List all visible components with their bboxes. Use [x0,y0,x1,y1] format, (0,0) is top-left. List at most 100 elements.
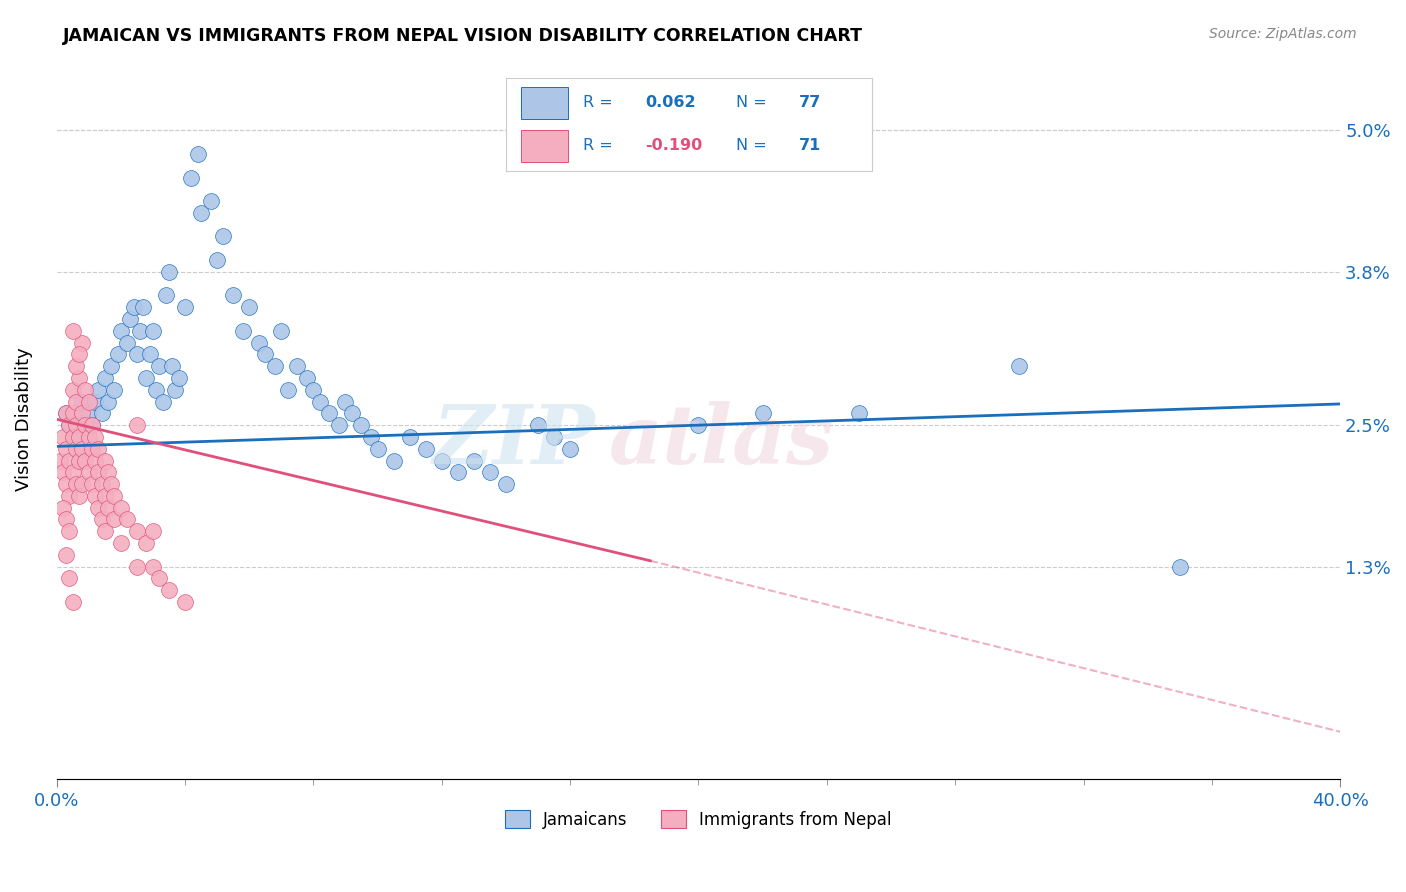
Point [100,359,122,374]
Point [55,477,77,491]
Point [62,383,84,397]
Point [65,477,87,491]
Point [58,418,80,433]
Point [367,442,389,456]
Point [187,147,209,161]
Point [75,453,97,467]
Point [174,595,197,609]
Point [848,406,870,420]
Point [72,442,94,456]
Point [90,406,112,420]
Point [55,442,77,456]
Point [138,347,160,361]
Point [75,383,97,397]
Point [103,512,125,526]
Point [87,442,110,456]
Point [125,524,148,539]
Point [302,383,325,397]
Point [52,430,75,444]
Text: Source: ZipAtlas.com: Source: ZipAtlas.com [1209,27,1357,41]
Point [94,453,117,467]
Point [77,406,100,420]
Point [77,394,100,409]
Point [55,406,77,420]
Point [110,536,132,550]
Point [115,512,138,526]
Point [543,430,565,444]
Point [1008,359,1031,374]
Point [103,383,125,397]
Point [110,500,132,515]
Point [155,288,177,302]
Point [398,430,420,444]
Point [238,300,260,314]
Point [415,442,437,456]
Point [58,418,80,433]
Point [62,595,84,609]
Point [205,253,228,268]
Point [65,418,87,433]
Point [174,300,197,314]
Point [200,194,222,208]
Point [232,324,254,338]
Point [1168,559,1191,574]
Point [80,418,103,433]
Point [84,430,107,444]
Point [558,442,581,456]
Point [72,335,94,350]
Point [65,442,87,456]
Point [80,477,103,491]
Point [135,371,157,385]
Point [55,406,77,420]
Point [67,418,90,433]
Point [350,418,373,433]
Point [49,453,72,467]
Point [688,418,710,433]
Point [94,524,117,539]
Text: atlas: atlas [609,401,834,481]
Point [308,394,330,409]
Point [129,324,152,338]
Point [142,559,165,574]
Text: ZIP: ZIP [433,401,596,481]
Point [67,489,90,503]
Point [58,524,80,539]
Point [67,430,90,444]
Point [58,453,80,467]
Point [62,324,84,338]
Point [65,394,87,409]
Point [80,418,103,433]
Point [751,406,773,420]
Point [62,466,84,480]
Point [90,512,112,526]
Point [122,300,145,314]
Point [55,548,77,562]
Point [65,406,87,420]
Point [77,430,100,444]
Point [180,170,202,185]
Point [335,394,357,409]
Point [103,489,125,503]
Point [94,371,117,385]
Point [58,571,80,585]
Point [463,453,485,467]
Point [125,559,148,574]
Point [72,477,94,491]
Point [77,466,100,480]
Point [157,265,180,279]
Point [72,394,94,409]
Point [80,442,103,456]
Point [157,583,180,598]
Point [254,347,277,361]
Point [152,394,174,409]
Point [527,418,550,433]
Point [100,477,122,491]
Point [165,383,187,397]
Point [478,466,501,480]
Point [148,359,170,374]
Point [222,288,245,302]
Point [263,359,285,374]
Point [67,347,90,361]
Point [447,466,470,480]
Point [145,383,167,397]
